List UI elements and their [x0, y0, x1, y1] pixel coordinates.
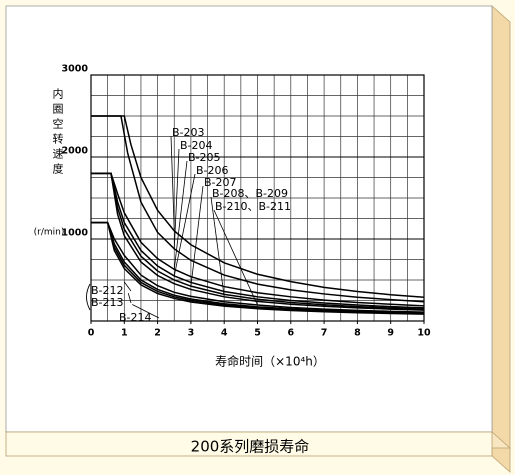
curve — [91, 115, 425, 298]
curve-label: B-206 — [196, 164, 229, 177]
curve-label: B-205 — [188, 151, 221, 164]
curve — [91, 172, 425, 309]
y-tick-label: 2000 — [62, 146, 89, 157]
x-tick-label: 10 — [417, 328, 431, 339]
y-axis-unit: (r/min) — [34, 228, 65, 238]
x-tick-label: 0 — [88, 328, 95, 339]
y-axis-label: 内圈空转速度 — [51, 87, 64, 178]
x-tick-label: 7 — [321, 328, 328, 339]
curve-label: B-212 — [91, 284, 124, 297]
leader-line — [170, 135, 175, 231]
chart-title: 200系列磨损寿命 — [191, 438, 310, 456]
curve — [91, 221, 425, 315]
curve-label: B-210、B-211 — [215, 200, 291, 213]
y-tick-label: 1000 — [62, 228, 89, 239]
x-tick-label: 4 — [221, 328, 228, 339]
plot-panel — [5, 5, 493, 433]
leader-line — [190, 185, 204, 287]
curve-label: B-204 — [180, 139, 213, 152]
curve-label: B-207 — [204, 176, 237, 189]
curve — [91, 172, 425, 311]
label-bracket — [86, 283, 91, 311]
leader-line — [213, 209, 258, 306]
leader-line — [173, 173, 196, 276]
x-tick-label: 1 — [121, 328, 128, 339]
x-tick-label: 2 — [154, 328, 161, 339]
y-tick-label: 3000 — [62, 64, 89, 75]
curve — [91, 115, 425, 303]
curve-label: B-203 — [172, 126, 205, 139]
x-axis-label: 寿命时间（×10⁴h） — [215, 354, 325, 369]
x-tick-label: 6 — [287, 328, 294, 339]
x-tick-label: 5 — [254, 328, 261, 339]
leader-line — [127, 293, 132, 304]
curve-label: B-214 — [119, 311, 152, 324]
curve — [91, 172, 425, 307]
curve-label: B-208、B-209 — [212, 187, 288, 200]
curve-label: B-213 — [91, 296, 124, 309]
leader-line — [173, 148, 180, 249]
caption-panel — [5, 431, 493, 457]
leader-line — [173, 160, 188, 270]
leader-line — [132, 304, 160, 319]
x-tick-label: 9 — [387, 328, 394, 339]
curve — [91, 221, 425, 313]
frame-side — [491, 5, 511, 473]
leader-line — [123, 281, 132, 292]
x-tick-label: 8 — [354, 328, 361, 339]
x-tick-label: 3 — [188, 328, 195, 339]
leader-line — [210, 196, 225, 297]
